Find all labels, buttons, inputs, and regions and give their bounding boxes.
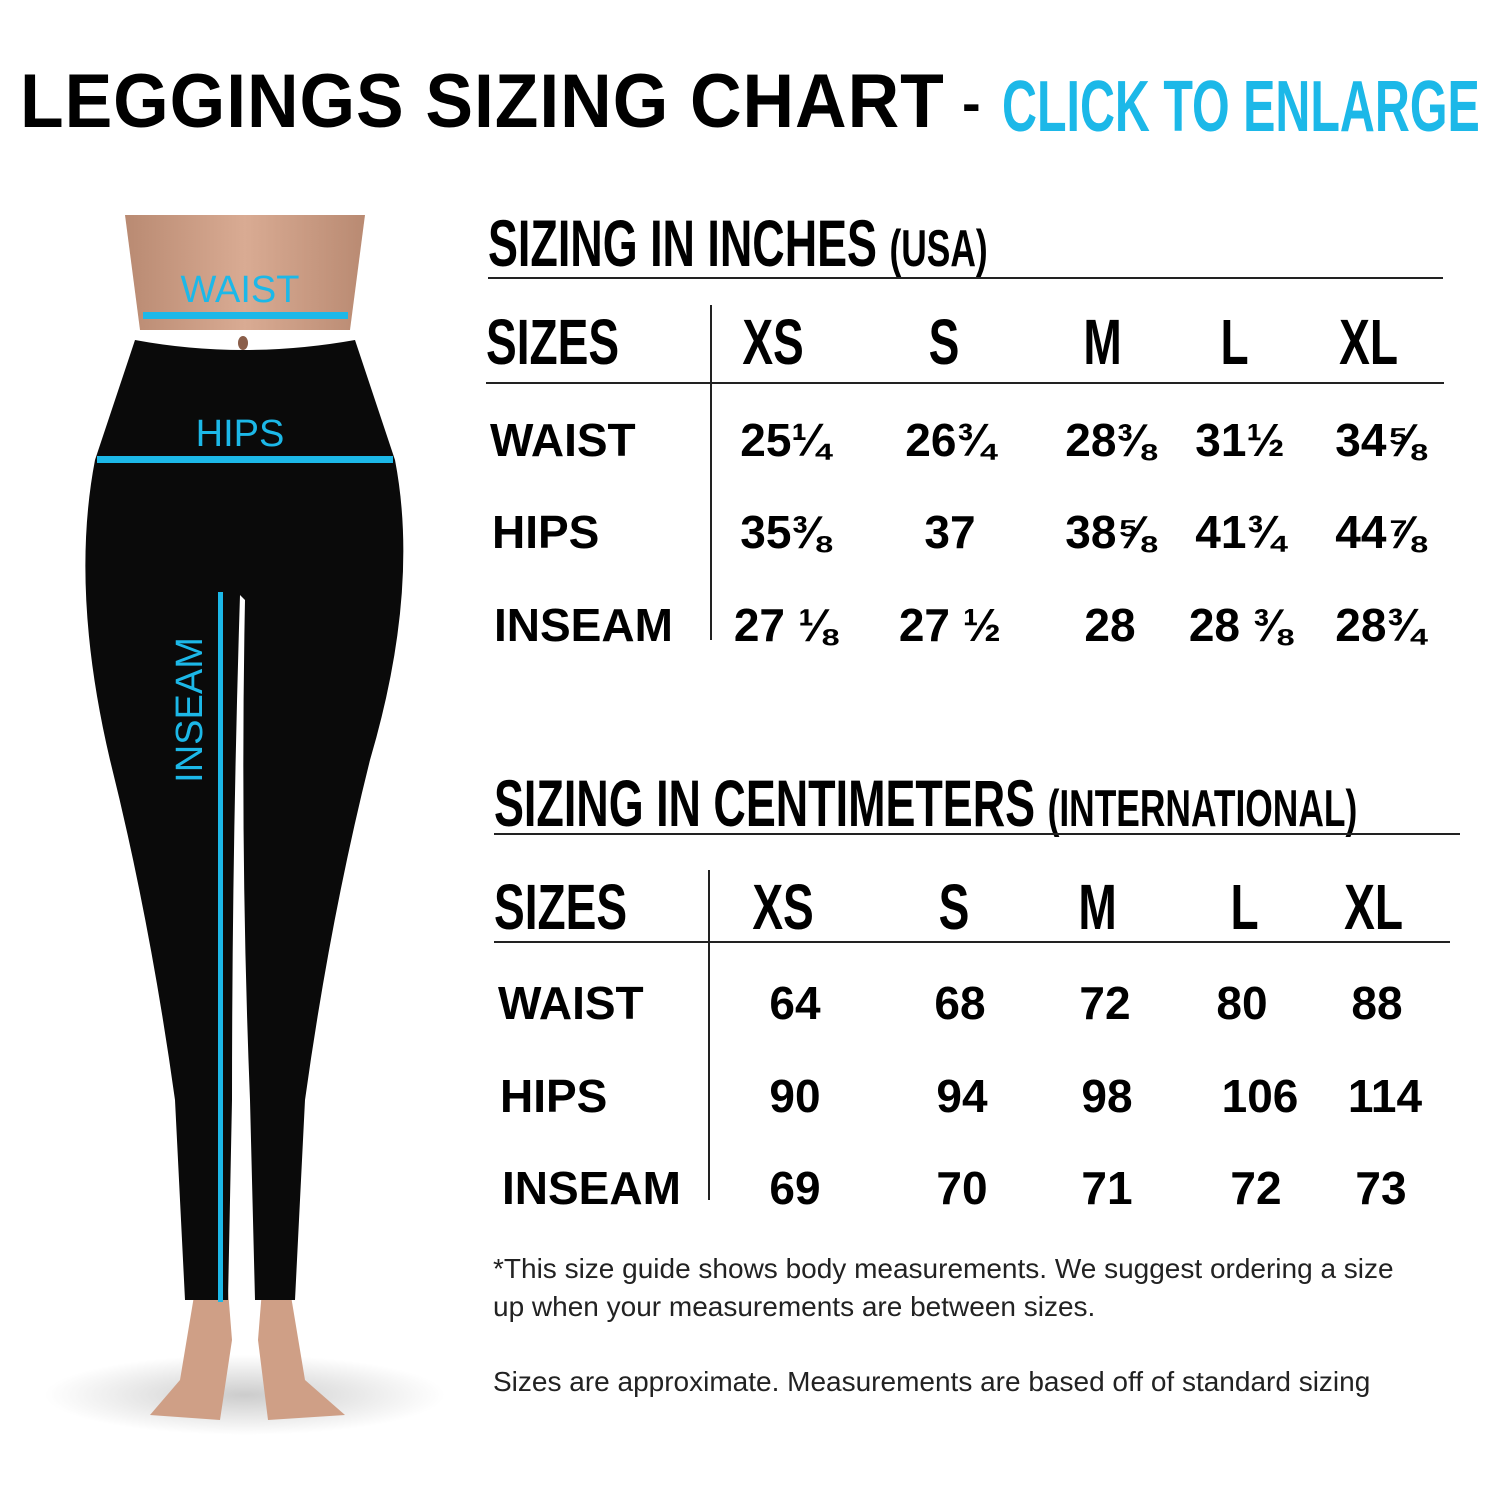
left-foot xyxy=(150,1290,232,1420)
row-label-hips: HIPS xyxy=(492,506,600,558)
page-title: LEGGINGS SIZING CHART xyxy=(20,59,945,144)
column-divider xyxy=(708,870,710,1200)
inches-title-rule xyxy=(488,277,1443,279)
table-cell: 41¾ xyxy=(1195,506,1285,558)
size-header-m: M xyxy=(1083,306,1122,378)
table-cell: 28⅜ xyxy=(1065,414,1155,466)
note-line-1: *This size guide shows body measurements… xyxy=(493,1253,1394,1284)
sizes-header: SIZES xyxy=(486,306,620,378)
table-cell: 69 xyxy=(769,1162,821,1214)
title-separator: - xyxy=(962,71,981,134)
table-cell: 106 xyxy=(1221,1070,1299,1122)
row-label-inseam: INSEAM xyxy=(502,1162,681,1214)
table-cell: 35⅜ xyxy=(740,506,830,558)
right-foot xyxy=(258,1290,345,1420)
row-label-inseam: INSEAM xyxy=(494,599,673,651)
table-cell: 72 xyxy=(1079,977,1131,1029)
table-cell: 26¾ xyxy=(905,414,995,466)
size-header-xl: XL xyxy=(1344,871,1403,943)
table-cell: 71 xyxy=(1081,1162,1133,1214)
size-header-xs: XS xyxy=(752,871,814,943)
table-cell: 72 xyxy=(1230,1162,1282,1214)
table-cell: 44⅞ xyxy=(1335,506,1425,558)
waist-label: WAIST xyxy=(181,269,300,311)
size-header-s: S xyxy=(928,306,960,378)
table-cell: 68 xyxy=(934,977,986,1029)
leggings xyxy=(85,340,404,1300)
row-label-hips: HIPS xyxy=(500,1070,608,1122)
table-cell: 37 xyxy=(924,506,976,558)
cm-subtitle: (INTERNATIONAL) xyxy=(1047,780,1358,838)
waist-line xyxy=(143,312,348,319)
torso xyxy=(125,215,365,330)
inches-subtitle: (USA) xyxy=(889,220,988,278)
table-cell: 98 xyxy=(1081,1070,1133,1122)
table-cell: 73 xyxy=(1355,1162,1407,1214)
hips-label: HIPS xyxy=(196,413,285,455)
size-header-s: S xyxy=(938,871,970,943)
size-header-m: M xyxy=(1078,871,1117,943)
inseam-label: INSEAM xyxy=(169,637,211,783)
table-cell: 31½ xyxy=(1195,414,1285,466)
table-cell: 34⅝ xyxy=(1335,414,1425,466)
note-line-3: Sizes are approximate. Measurements are … xyxy=(493,1366,1371,1397)
size-header-l: L xyxy=(1230,871,1259,943)
inches-section-title: SIZING IN INCHES (USA) xyxy=(488,205,988,281)
cm-section-title: SIZING IN CENTIMETERS (INTERNATIONAL) xyxy=(494,765,1357,841)
floor-shadow xyxy=(45,1355,445,1435)
sizes-header: SIZES xyxy=(494,871,628,943)
table-cell: 90 xyxy=(769,1070,821,1122)
navel xyxy=(238,336,248,350)
table-cell: 38⅝ xyxy=(1065,506,1155,558)
leggings-figure: WAIST HIPS INSEAM xyxy=(45,215,445,1435)
header-rule xyxy=(486,382,1444,384)
row-label-waist: WAIST xyxy=(498,977,644,1029)
note-line-2: up when your measurements are between si… xyxy=(493,1291,1096,1322)
table-cell: 94 xyxy=(936,1070,988,1122)
size-header-xs: XS xyxy=(742,306,804,378)
table-cell: 88 xyxy=(1351,977,1403,1029)
table-cell: 28 ⅜ xyxy=(1188,599,1292,651)
size-header-l: L xyxy=(1220,306,1249,378)
table-cell: 28 xyxy=(1084,599,1136,651)
cm-title: SIZING IN CENTIMETERS xyxy=(494,766,1036,840)
table-cell: 114 xyxy=(1347,1070,1423,1122)
table-cell: 80 xyxy=(1216,977,1268,1029)
click-to-enlarge-link[interactable]: CLICK TO ENLARGE xyxy=(1002,67,1480,147)
header-rule xyxy=(494,941,1450,943)
table-cell: 25¼ xyxy=(740,414,830,466)
table-cell: 27 ⅛ xyxy=(733,599,837,651)
table-cell: 70 xyxy=(936,1162,988,1214)
table-cell: 64 xyxy=(769,977,821,1029)
inseam-line xyxy=(218,592,223,1302)
size-header-xl: XL xyxy=(1339,306,1398,378)
table-cell: 27 ½ xyxy=(898,599,1002,651)
inches-title: SIZING IN INCHES xyxy=(488,206,878,280)
hips-line xyxy=(97,456,393,463)
cm-title-rule xyxy=(494,833,1460,835)
row-label-waist: WAIST xyxy=(490,414,636,466)
table-cell: 28¾ xyxy=(1335,599,1425,651)
column-divider xyxy=(710,305,712,640)
